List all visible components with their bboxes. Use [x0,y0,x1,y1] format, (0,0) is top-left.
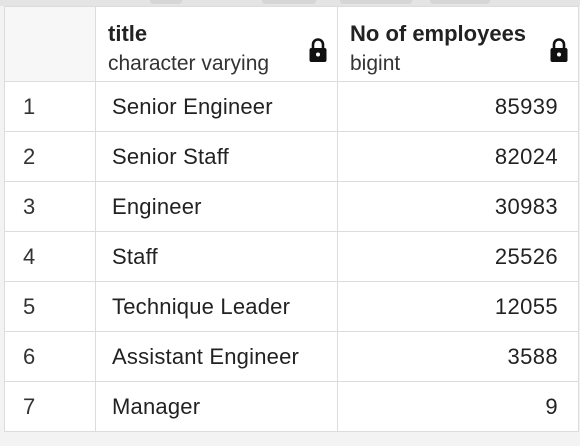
toolbar-tab[interactable] [262,0,316,4]
cell-title[interactable]: Senior Staff [95,131,338,182]
cell-no-of-employees[interactable]: 12055 [337,281,579,332]
cell-no-of-employees[interactable]: 85939 [337,81,579,132]
grid-footer [4,437,578,446]
table-row[interactable]: 7 Manager 9 [4,381,579,432]
cell-title[interactable]: Manager [95,381,338,432]
cell-no-of-employees[interactable]: 30983 [337,181,579,232]
cell-no-of-employees[interactable]: 82024 [337,131,579,182]
row-number[interactable]: 4 [4,231,96,282]
row-number[interactable]: 1 [4,81,96,132]
cell-title[interactable]: Engineer [95,181,338,232]
cell-no-of-employees[interactable]: 9 [337,381,579,432]
header-row: title character varying No of employees … [4,6,579,82]
column-type: character varying [108,52,270,75]
top-toolbar-strip [0,0,580,6]
cell-title[interactable]: Staff [95,231,338,282]
toolbar-tab[interactable] [340,0,412,4]
row-number[interactable]: 7 [4,381,96,432]
toolbar-tab[interactable] [430,0,490,4]
cell-no-of-employees[interactable]: 25526 [337,231,579,282]
select-all-corner[interactable] [4,6,96,82]
column-name: No of employees [350,21,527,46]
column-header-no-of-employees[interactable]: No of employees bigint [337,6,579,82]
table-row[interactable]: 5 Technique Leader 12055 [4,281,579,332]
column-type: bigint [350,52,401,75]
row-number[interactable]: 5 [4,281,96,332]
table-row[interactable]: 3 Engineer 30983 [4,181,579,232]
cell-title[interactable]: Technique Leader [95,281,338,332]
row-number[interactable]: 2 [4,131,96,182]
cell-title[interactable]: Senior Engineer [95,81,338,132]
results-grid: title character varying No of employees … [4,6,579,432]
table-row[interactable]: 4 Staff 25526 [4,231,579,282]
column-header-title[interactable]: title character varying [95,6,338,82]
table-row[interactable]: 6 Assistant Engineer 3588 [4,331,579,382]
table-row[interactable]: 2 Senior Staff 82024 [4,131,579,182]
column-name: title [108,21,148,46]
cell-title[interactable]: Assistant Engineer [95,331,338,382]
lock-icon [309,38,327,62]
table-row[interactable]: 1 Senior Engineer 85939 [4,81,579,132]
row-number[interactable]: 3 [4,181,96,232]
lock-icon [550,38,568,62]
toolbar-tab[interactable] [150,0,182,4]
cell-no-of-employees[interactable]: 3588 [337,331,579,382]
row-number[interactable]: 6 [4,331,96,382]
